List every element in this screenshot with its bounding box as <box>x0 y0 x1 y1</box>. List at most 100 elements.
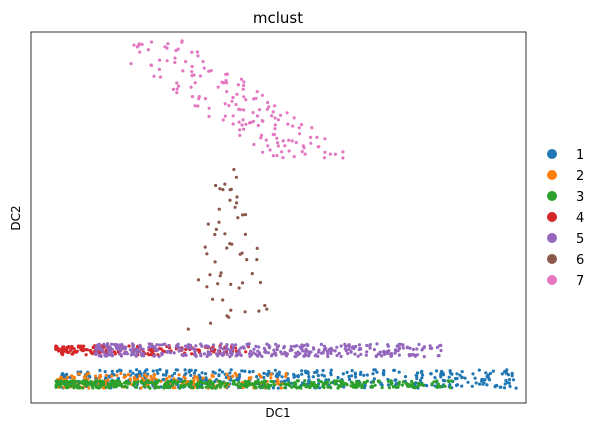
point-series-5 <box>241 345 245 349</box>
point-series-7 <box>173 56 177 60</box>
point-series-2 <box>106 378 110 382</box>
point-series-3 <box>253 385 257 389</box>
series-5 <box>93 342 443 359</box>
point-series-5 <box>180 353 184 357</box>
point-series-6 <box>214 227 218 231</box>
point-series-1 <box>486 373 490 377</box>
point-series-3 <box>244 384 248 388</box>
point-series-7 <box>149 63 153 67</box>
point-series-6 <box>225 246 229 250</box>
point-series-7 <box>268 148 272 152</box>
point-series-7 <box>298 132 302 136</box>
point-series-3 <box>218 380 222 384</box>
point-series-5 <box>225 343 229 347</box>
point-series-5 <box>356 354 360 358</box>
point-series-6 <box>213 260 217 264</box>
point-series-2 <box>201 376 205 380</box>
point-series-3 <box>447 379 451 384</box>
point-series-5 <box>325 349 329 353</box>
point-series-1 <box>267 369 271 373</box>
point-series-5 <box>180 347 184 351</box>
point-series-2 <box>62 385 66 389</box>
point-series-5 <box>305 342 309 346</box>
point-series-3 <box>102 380 106 384</box>
point-series-3 <box>256 380 261 385</box>
point-series-5 <box>408 346 412 350</box>
point-series-3 <box>243 379 247 383</box>
point-series-7 <box>242 80 246 84</box>
point-series-3 <box>269 383 273 387</box>
point-series-5 <box>365 350 369 354</box>
series-7 <box>129 39 345 160</box>
point-series-3 <box>269 379 273 383</box>
point-series-2 <box>177 373 181 377</box>
point-series-3 <box>123 384 127 388</box>
point-series-2 <box>126 372 131 376</box>
point-series-3 <box>442 384 446 388</box>
legend-marker-5 <box>547 233 557 243</box>
point-series-5 <box>147 345 151 350</box>
point-series-7 <box>190 64 194 69</box>
point-series-3 <box>170 383 175 387</box>
point-series-1 <box>415 371 420 375</box>
point-series-1 <box>463 376 467 380</box>
point-series-7 <box>341 156 345 160</box>
point-series-7 <box>292 116 296 120</box>
point-series-7 <box>173 60 177 65</box>
point-series-5 <box>246 344 250 348</box>
point-series-5 <box>168 351 172 355</box>
point-series-7 <box>272 133 276 137</box>
point-series-1 <box>144 369 148 373</box>
point-series-5 <box>108 346 113 350</box>
point-series-5 <box>102 350 106 354</box>
point-series-5 <box>364 353 368 357</box>
point-series-1 <box>504 371 508 375</box>
point-series-5 <box>256 353 260 357</box>
point-series-3 <box>151 382 156 386</box>
point-series-1 <box>429 372 433 376</box>
point-series-4 <box>112 350 116 354</box>
point-series-1 <box>499 385 503 389</box>
point-series-1 <box>510 374 514 378</box>
point-series-7 <box>158 58 162 62</box>
point-series-7 <box>203 97 207 101</box>
point-series-2 <box>72 376 77 380</box>
point-series-3 <box>436 382 440 386</box>
point-series-7 <box>259 136 263 140</box>
point-series-5 <box>134 354 138 358</box>
point-series-4 <box>197 348 201 353</box>
point-series-5 <box>131 345 135 349</box>
point-series-6 <box>250 272 254 276</box>
point-series-3 <box>142 384 146 388</box>
point-series-1 <box>146 372 150 376</box>
point-series-7 <box>132 43 136 47</box>
point-series-5 <box>319 342 323 346</box>
point-series-6 <box>240 251 244 255</box>
point-series-7 <box>255 114 260 118</box>
point-series-4 <box>190 352 194 356</box>
plot-frame <box>30 31 527 404</box>
point-series-5 <box>304 349 308 353</box>
point-series-5 <box>293 355 297 359</box>
point-series-5 <box>301 349 305 353</box>
point-series-5 <box>271 352 275 356</box>
point-series-7 <box>283 144 287 148</box>
point-series-1 <box>128 369 132 373</box>
point-series-3 <box>335 379 339 383</box>
point-series-3 <box>93 383 97 387</box>
point-series-3 <box>405 384 410 388</box>
point-series-1 <box>489 371 493 375</box>
point-series-4 <box>71 351 75 355</box>
point-series-6 <box>211 297 215 301</box>
point-series-4 <box>75 349 79 353</box>
point-series-1 <box>353 372 357 376</box>
point-series-7 <box>157 67 161 71</box>
point-series-5 <box>411 352 415 357</box>
point-series-1 <box>300 372 304 376</box>
point-series-6 <box>243 310 247 314</box>
point-series-7 <box>264 138 268 142</box>
point-series-7 <box>158 75 163 79</box>
point-series-3 <box>177 380 181 384</box>
point-series-6 <box>243 213 248 217</box>
point-series-1 <box>460 384 464 388</box>
